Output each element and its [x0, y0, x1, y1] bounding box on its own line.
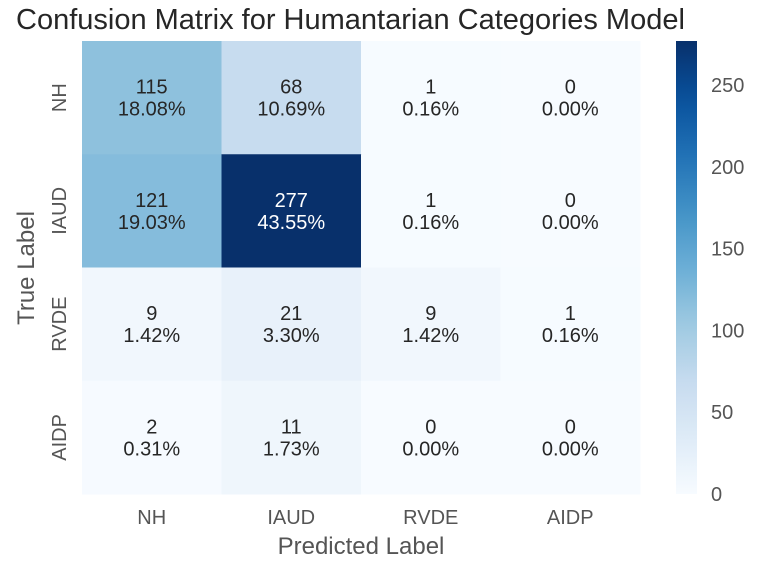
cell-count-label: 11 — [281, 416, 302, 438]
cell-count-label: 1 — [425, 190, 436, 212]
x-tick-label: RVDE — [403, 507, 458, 529]
cell-percent-label: 10.69% — [257, 99, 325, 121]
x-tick-label: AIDP — [547, 507, 594, 529]
colorbar-tick-label: 150 — [711, 239, 744, 261]
y-tick-label: IAUD — [49, 187, 71, 235]
cell-count-label: 0 — [565, 190, 576, 212]
colorbar-tick-labels: 0 50 100 150 200 250 — [711, 75, 744, 506]
cell-percent-label: 18.08% — [118, 99, 186, 121]
cell-count-label: 115 — [136, 77, 168, 99]
heatmap-cell-nh-nh — [82, 41, 222, 155]
chart-title: Confusion Matrix for Humantarian Categor… — [16, 4, 685, 36]
cell-percent-label: 3.30% — [263, 325, 320, 347]
cell-percent-label: 1.42% — [123, 325, 180, 347]
cell-percent-label: 0.31% — [123, 438, 180, 460]
heatmap-cell-rvde-rvde — [361, 267, 501, 382]
cell-count-label: 1 — [425, 77, 436, 99]
colorbar-tick-label: 250 — [711, 75, 744, 97]
heatmap-cell-aidp-aidp — [500, 380, 641, 495]
heatmap-cell-iaud-aidp — [500, 154, 641, 268]
cell-percent-label: 1.73% — [263, 438, 320, 460]
colorbar: 0 50 100 150 200 250 — [676, 41, 744, 506]
cell-percent-label: 0.16% — [402, 99, 459, 121]
cell-count-label: 277 — [275, 190, 308, 212]
cell-percent-label: 43.55% — [257, 212, 325, 234]
y-axis-label: True Label — [13, 211, 40, 325]
cell-count-label: 0 — [565, 416, 576, 438]
cell-count-label: 68 — [280, 77, 302, 99]
heatmap-cell-iaud-nh — [82, 154, 222, 268]
cell-count-label: 9 — [425, 303, 436, 325]
cell-count-label: 0 — [425, 416, 436, 438]
heatmap-cell-iaud-iaud — [221, 154, 362, 268]
heatmap-cell-nh-rvde — [361, 41, 501, 155]
heatmap-cell-rvde-nh — [82, 267, 222, 382]
cell-percent-label: 0.16% — [402, 212, 459, 234]
heatmap-cells — [82, 41, 641, 495]
heatmap-cell-iaud-rvde — [361, 154, 501, 268]
colorbar-tick-label: 100 — [711, 320, 744, 342]
cell-count-label: 9 — [146, 303, 157, 325]
heatmap-cell-aidp-rvde — [361, 380, 501, 495]
heatmap-cell-nh-aidp — [500, 41, 641, 155]
cell-percent-label: 0.00% — [542, 99, 599, 121]
x-tick-label: NH — [137, 507, 166, 529]
colorbar-tick-label: 50 — [711, 402, 733, 424]
heatmap-cell-aidp-nh — [82, 380, 222, 495]
y-tick-label: NH — [49, 83, 71, 112]
cell-percent-label: 0.00% — [542, 212, 599, 234]
cell-count-label: 2 — [146, 416, 157, 438]
cell-percent-label: 1.42% — [402, 325, 459, 347]
heatmap-cell-labels: 11518.08%6810.69%10.16%00.00%12119.03%27… — [118, 77, 599, 461]
cell-count-label: 21 — [280, 303, 302, 325]
cell-percent-label: 0.00% — [402, 438, 459, 460]
cell-percent-label: 0.00% — [542, 438, 599, 460]
y-tick-label: AIDP — [49, 414, 71, 461]
colorbar-tick-label: 0 — [711, 484, 722, 506]
colorbar-tick-label: 200 — [711, 157, 744, 179]
heatmap-cell-nh-iaud — [221, 41, 362, 155]
cell-count-label: 1 — [565, 303, 576, 325]
y-tick-label: RVDE — [49, 297, 71, 352]
cell-percent-label: 0.16% — [542, 325, 599, 347]
cell-percent-label: 19.03% — [118, 212, 186, 234]
x-axis-tick-labels: NH IAUD RVDE AIDP — [137, 507, 593, 529]
cell-count-label: 0 — [565, 77, 576, 99]
heatmap-cell-rvde-aidp — [500, 267, 641, 382]
colorbar-gradient — [676, 41, 697, 494]
cell-count-label: 121 — [135, 190, 168, 212]
x-tick-label: IAUD — [267, 507, 315, 529]
y-axis-tick-labels: NH IAUD RVDE AIDP — [49, 83, 71, 461]
x-axis-label: Predicted Label — [278, 533, 445, 560]
heatmap-cell-rvde-iaud — [221, 267, 362, 382]
heatmap-cell-aidp-iaud — [221, 380, 362, 495]
